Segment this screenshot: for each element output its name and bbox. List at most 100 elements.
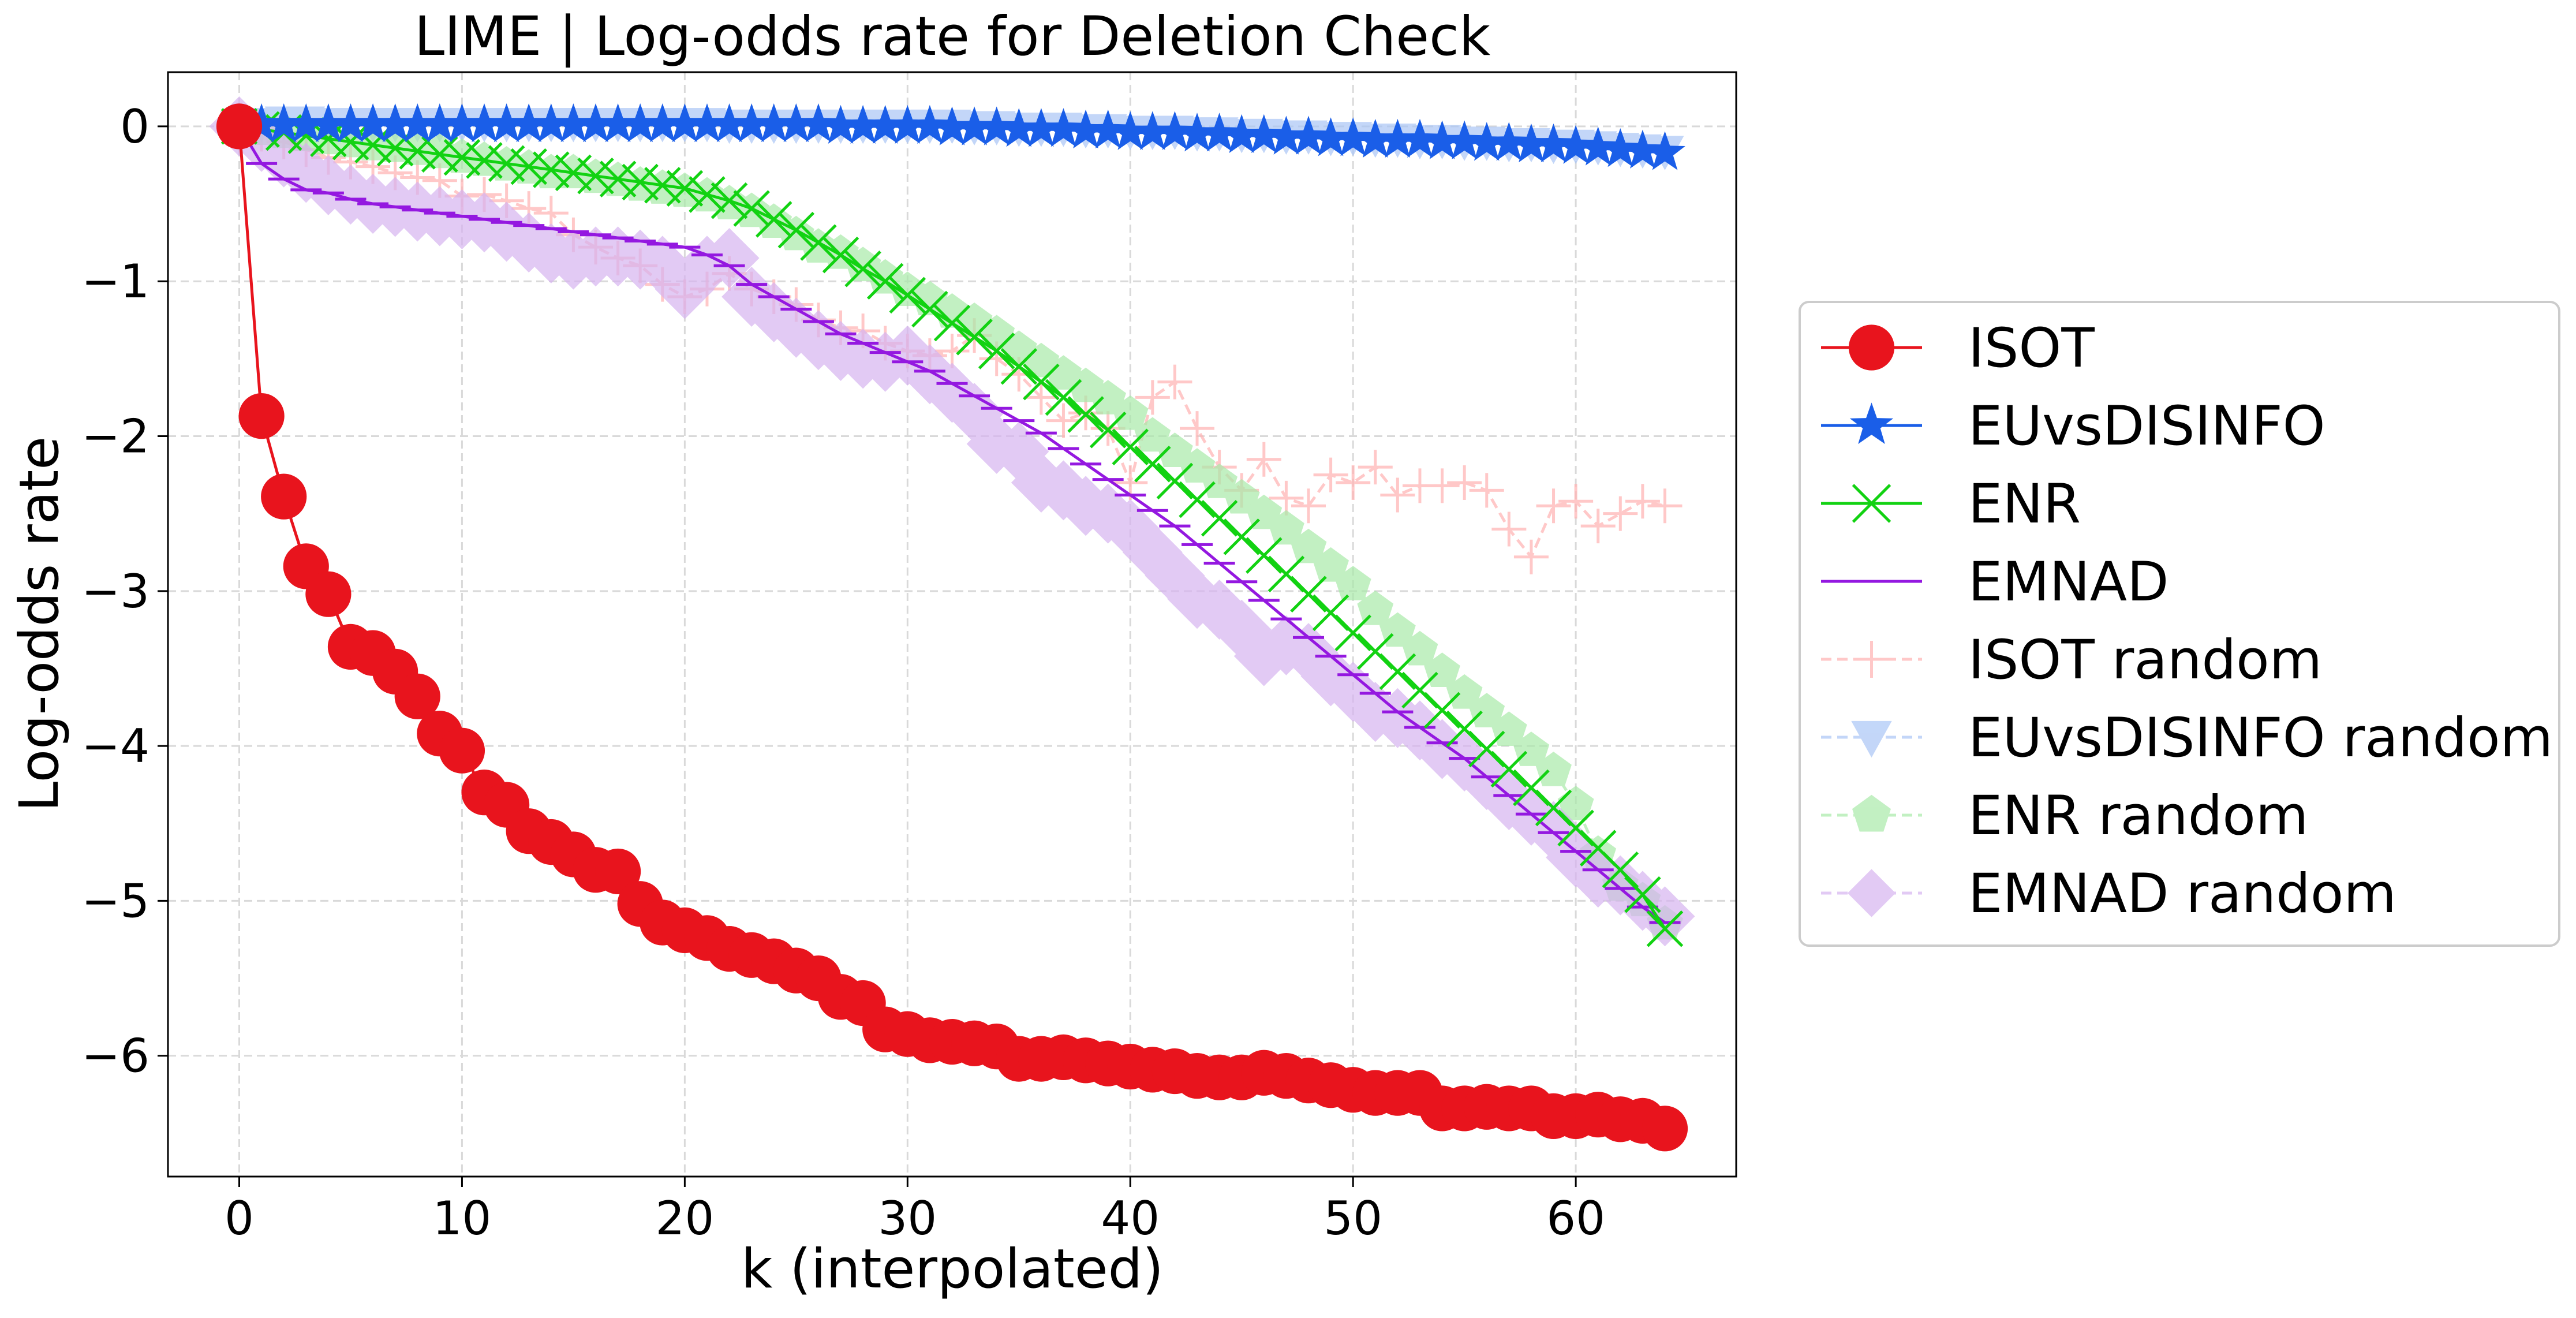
data-point (800, 224, 837, 261)
legend-entry (1821, 641, 1922, 678)
data-point (998, 108, 1040, 147)
x-tick-label: 40 (1101, 1192, 1160, 1245)
data-point (1401, 671, 1438, 709)
x-tick-label: 20 (655, 1192, 714, 1245)
data-point (887, 104, 928, 144)
data-point (1290, 576, 1327, 613)
data-point (216, 103, 263, 150)
data-point (597, 103, 638, 143)
data-point (1557, 809, 1594, 847)
data-point (820, 104, 861, 144)
legend-frame (1799, 301, 2560, 947)
data-point (1154, 111, 1195, 150)
chart-title: LIME | Log-odds rate for Deletion Check (414, 5, 1491, 68)
data-point (599, 160, 637, 197)
data-point (1223, 518, 1260, 555)
data-point (510, 148, 547, 185)
x-axis-label: k (interpolated) (741, 1238, 1164, 1301)
axis-ticks: 0 10 20 30 40 50 60 0 −1 −2 −3 −4 −5 −6 (81, 100, 1605, 1245)
data-point (310, 120, 347, 158)
legend-label: ISOT random (1968, 629, 2322, 692)
data-point (394, 673, 440, 719)
data-point (1000, 348, 1038, 385)
data-point (397, 103, 438, 143)
series-euvsdisinfo (219, 103, 1685, 170)
data-point (1065, 109, 1106, 149)
data-point (1425, 468, 1460, 503)
y-tick-label: −2 (81, 410, 149, 464)
data-point (1067, 396, 1104, 433)
data-point (553, 103, 594, 143)
data-point (932, 106, 973, 145)
data-point (1644, 131, 1685, 170)
data-point (1201, 499, 1238, 537)
data-point (1246, 537, 1283, 574)
data-point (1269, 480, 1304, 516)
data-point (911, 290, 948, 328)
data-point (354, 126, 391, 163)
data-point (1180, 411, 1215, 446)
data-point (644, 167, 681, 204)
data-point (844, 250, 881, 288)
data-point (909, 104, 951, 144)
data-point (1358, 450, 1393, 485)
data-point (1536, 488, 1571, 524)
data-point (1087, 109, 1128, 149)
data-point (1647, 488, 1683, 524)
series-layer (209, 96, 1695, 1152)
data-point (753, 103, 795, 143)
data-point (666, 170, 704, 207)
data-point (1109, 111, 1151, 150)
data-point (711, 182, 748, 219)
data-point (822, 236, 859, 274)
data-point (1046, 403, 1081, 438)
data-point (798, 103, 839, 143)
data-point (1291, 488, 1326, 524)
data-point (1580, 509, 1616, 544)
data-point (463, 103, 505, 143)
data-point (1266, 115, 1307, 155)
data-point (689, 176, 726, 213)
data-point (1135, 380, 1170, 415)
data-point (622, 163, 659, 201)
data-point (555, 154, 592, 192)
data-point (1132, 111, 1173, 150)
data-point (263, 103, 305, 143)
data-point (1423, 692, 1461, 729)
data-point (466, 142, 503, 179)
data-point (1336, 465, 1371, 501)
data-point (1310, 117, 1351, 156)
data-point (1112, 395, 1149, 430)
data-point (1603, 496, 1638, 531)
y-tick-label: −4 (81, 719, 149, 773)
data-point (842, 104, 884, 144)
data-point (1221, 114, 1262, 154)
data-point (776, 103, 817, 143)
data-point (1179, 481, 1216, 518)
data-point (1489, 122, 1530, 161)
data-point (375, 103, 416, 143)
legend-marker (1849, 402, 1894, 445)
series-emnad-random (209, 96, 1695, 947)
data-point (1513, 769, 1550, 807)
data-point (1268, 555, 1305, 593)
data-point (1490, 751, 1528, 788)
x-tick-label: 10 (433, 1192, 492, 1245)
legend-entry (1821, 720, 1922, 758)
data-point (1446, 710, 1483, 748)
data-point (1045, 379, 1082, 416)
series-line (239, 125, 1666, 930)
legend-marker (1852, 484, 1891, 523)
data-point (1313, 457, 1348, 492)
data-point (1313, 547, 1349, 582)
data-point (686, 103, 728, 143)
data-point (976, 106, 1018, 145)
legend-label: ENR (1968, 473, 2081, 536)
legend-label: EMNAD (1968, 551, 2169, 614)
data-point (1533, 123, 1574, 163)
y-tick-label: −3 (81, 565, 149, 618)
data-point (1380, 477, 1415, 513)
data-point (956, 319, 993, 356)
data-point (777, 211, 815, 249)
